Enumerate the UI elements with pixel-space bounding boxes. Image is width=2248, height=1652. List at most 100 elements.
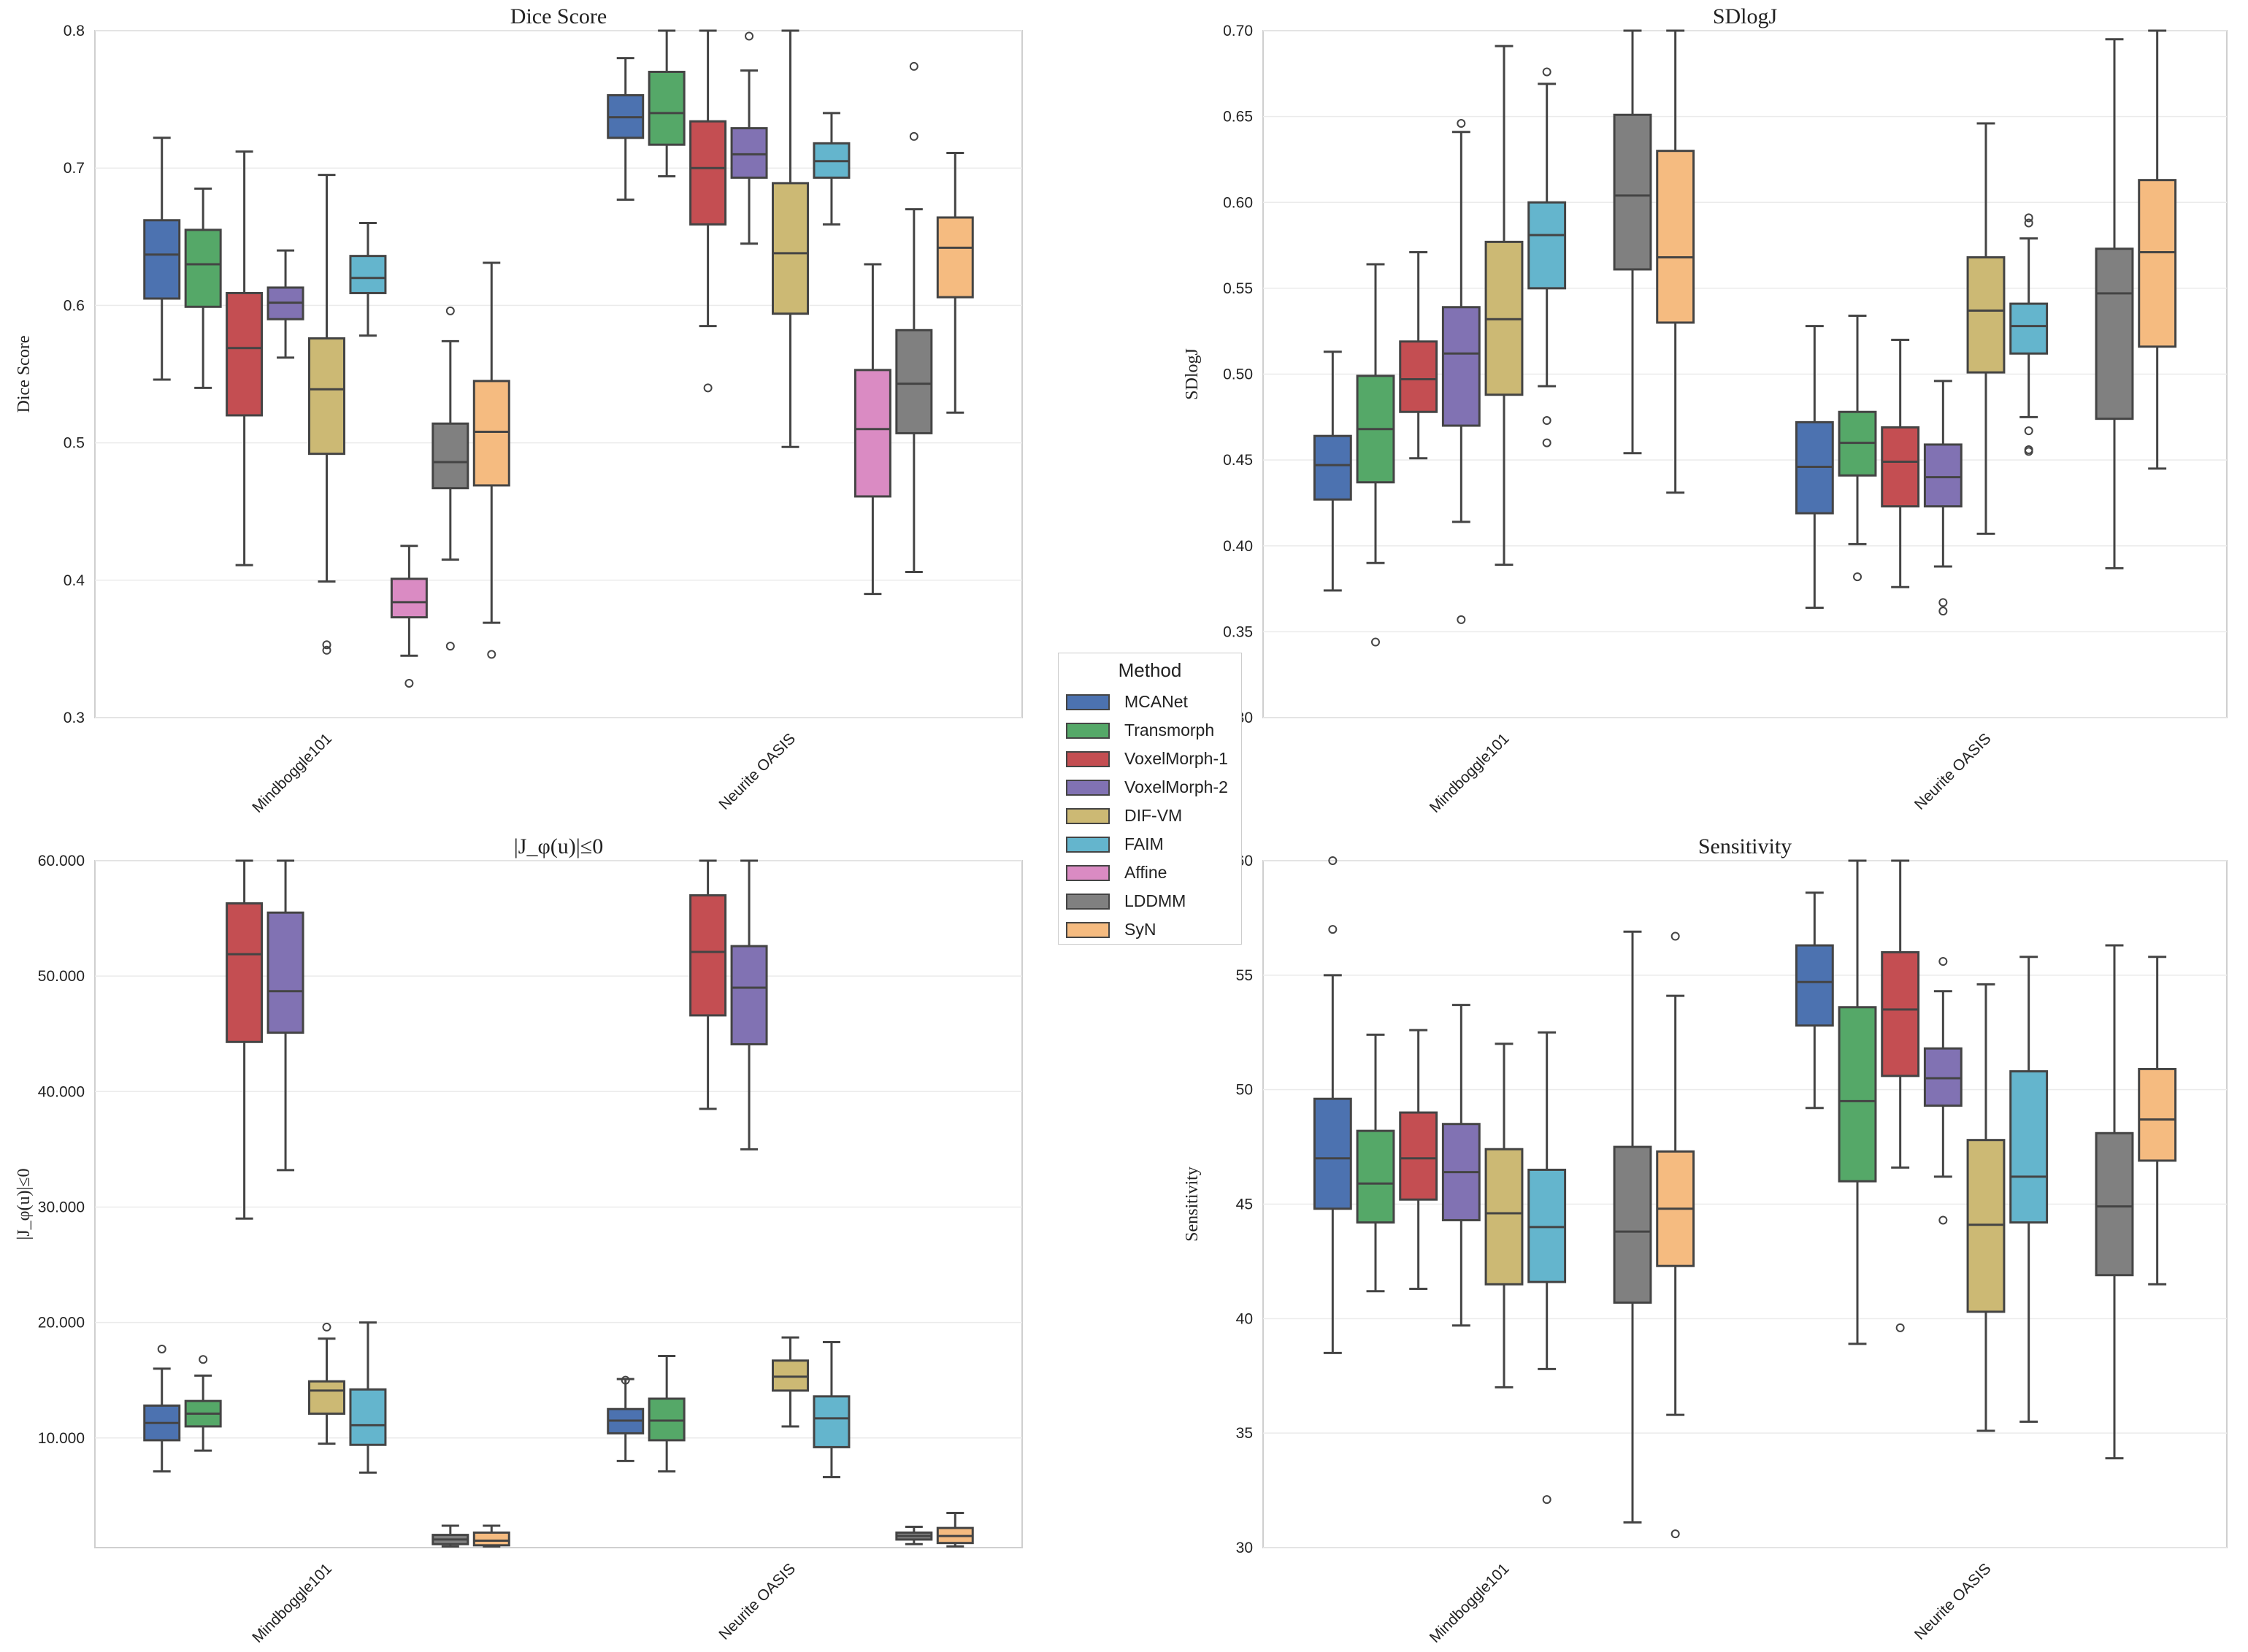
box-mcanet [1313, 350, 1352, 592]
box-voxelmorph-2 [1923, 380, 1963, 616]
outlier-point [1895, 1323, 1905, 1332]
iqr-box [1441, 306, 1481, 427]
legend: Method MCANet Transmorph VoxelMorph-1 Vo… [1058, 653, 1242, 945]
y-tick-label: 0.50 [1223, 366, 1253, 383]
legend-swatch [1066, 864, 1110, 881]
outlier-point [322, 640, 331, 650]
outlier-point [445, 642, 455, 651]
y-tick-label: 50 [1236, 1082, 1253, 1099]
box-dif-vm [1966, 122, 2006, 535]
box-transmorph [184, 187, 222, 389]
y-tick-label: 10.000 [38, 1430, 85, 1447]
legend-label: FAIM [1124, 834, 1164, 853]
x-tick-label: Neurite OASIS [716, 730, 799, 813]
y-tick-label: 0.8 [64, 23, 85, 39]
iqr-box [1527, 1168, 1567, 1283]
outlier-point [1670, 1529, 1680, 1539]
iqr-box [648, 70, 686, 146]
chart-panel: 0.300.350.400.450.500.550.600.650.70SDlo… [1183, 4, 2228, 816]
outlier-point [445, 306, 455, 315]
box-transmorph [648, 29, 686, 177]
legend-label: MCANet [1124, 692, 1188, 711]
outlier-point [2024, 213, 2033, 223]
y-tick-label: 0.70 [1223, 23, 1253, 39]
iqr-box [390, 577, 428, 619]
box-dif-vm [1966, 983, 2006, 1432]
iqr-box [1613, 1145, 1652, 1304]
legend-item: DIF-VM [1066, 802, 1234, 830]
y-tick-label: 55 [1236, 967, 1253, 984]
outlier-point [1938, 598, 1948, 607]
x-tick-label: Mindboggle101 [1427, 1560, 1513, 1646]
iqr-box [2138, 179, 2177, 348]
box-syn [472, 1524, 510, 1548]
box-voxelmorph-1 [689, 29, 727, 393]
iqr-box [2138, 1067, 2177, 1162]
box-faim [1527, 67, 1567, 447]
y-tick-label: 30 [1236, 1540, 1253, 1556]
box-dif-vm [772, 1336, 809, 1428]
iqr-box [730, 945, 768, 1045]
y-tick-label: 0.55 [1223, 280, 1253, 297]
box-dif-vm [308, 174, 345, 655]
outlier-point [2024, 218, 2033, 228]
box-syn [2138, 29, 2177, 470]
iqr-box [2095, 1132, 2134, 1277]
iqr-box [349, 255, 387, 294]
iqr-box [853, 369, 891, 498]
iqr-box [730, 127, 768, 179]
y-tick-label: 0.60 [1223, 194, 1253, 211]
box-transmorph [1356, 263, 1395, 647]
chart-panel: 10.000 20.000 30.000 40.000 50.000 60.000 |J_φ… [15, 834, 1023, 1646]
legend-label: LDDMM [1124, 891, 1186, 910]
box-syn [936, 1512, 974, 1548]
outlier-point [1328, 925, 1338, 934]
legend-item: Affine [1066, 858, 1234, 887]
outlier-point [909, 131, 918, 141]
box-voxelmorph-2 [730, 859, 768, 1150]
outlier-point [322, 645, 331, 655]
y-tick-label: 35 [1236, 1425, 1253, 1442]
iqr-box [1881, 950, 1920, 1077]
legend-swatch [1066, 807, 1110, 824]
iqr-box [1313, 434, 1352, 501]
iqr-box [936, 216, 974, 299]
outlier-point [909, 61, 918, 71]
box-transmorph [1838, 859, 1877, 1345]
outlier-point [1542, 416, 1551, 426]
box-transmorph [184, 1355, 222, 1452]
box-transmorph [1356, 1033, 1395, 1293]
legend-label: VoxelMorph-2 [1124, 777, 1228, 796]
iqr-box [1656, 150, 1695, 324]
chart-panel: 0.3 0.4 0.5 0.6 0.7 0.8 Dice Score Dice Score Mi… [15, 4, 1023, 816]
box-voxelmorph-2 [266, 249, 304, 359]
y-tick-label: 0.3 [64, 710, 85, 726]
x-tick-label: Neurite OASIS [716, 1560, 799, 1643]
iqr-box [308, 337, 345, 456]
chart-title: Sensitivity [1698, 834, 1792, 858]
iqr-box [1795, 944, 1834, 1027]
iqr-box [689, 894, 727, 1017]
iqr-box [472, 380, 510, 487]
iqr-box [1527, 201, 1567, 290]
box-voxelmorph-2 [1441, 1004, 1481, 1327]
box-voxelmorph-2 [266, 859, 304, 1172]
y-axis-label: SDlogJ [1183, 348, 1202, 400]
outlier-point [1938, 957, 1948, 967]
iqr-box [1838, 1006, 1877, 1183]
outlier-point [1938, 607, 1948, 616]
box-syn [1656, 931, 1695, 1539]
box-mcanet [1313, 856, 1352, 1354]
y-tick-label: 0.6 [64, 297, 85, 314]
legend-swatch [1066, 750, 1110, 767]
box-dif-vm [1484, 1042, 1524, 1388]
y-tick-label: 30.000 [38, 1199, 85, 1215]
box-syn [472, 261, 510, 659]
box-voxelmorph-1 [226, 859, 264, 1220]
iqr-box [1356, 1129, 1395, 1224]
y-tick-label: 0.5 [64, 435, 85, 452]
iqr-box [813, 1395, 851, 1448]
box-voxelmorph-1 [226, 150, 264, 566]
chart-panel: 30354045505560SensitivitySensitivityMind… [1183, 834, 2228, 1646]
